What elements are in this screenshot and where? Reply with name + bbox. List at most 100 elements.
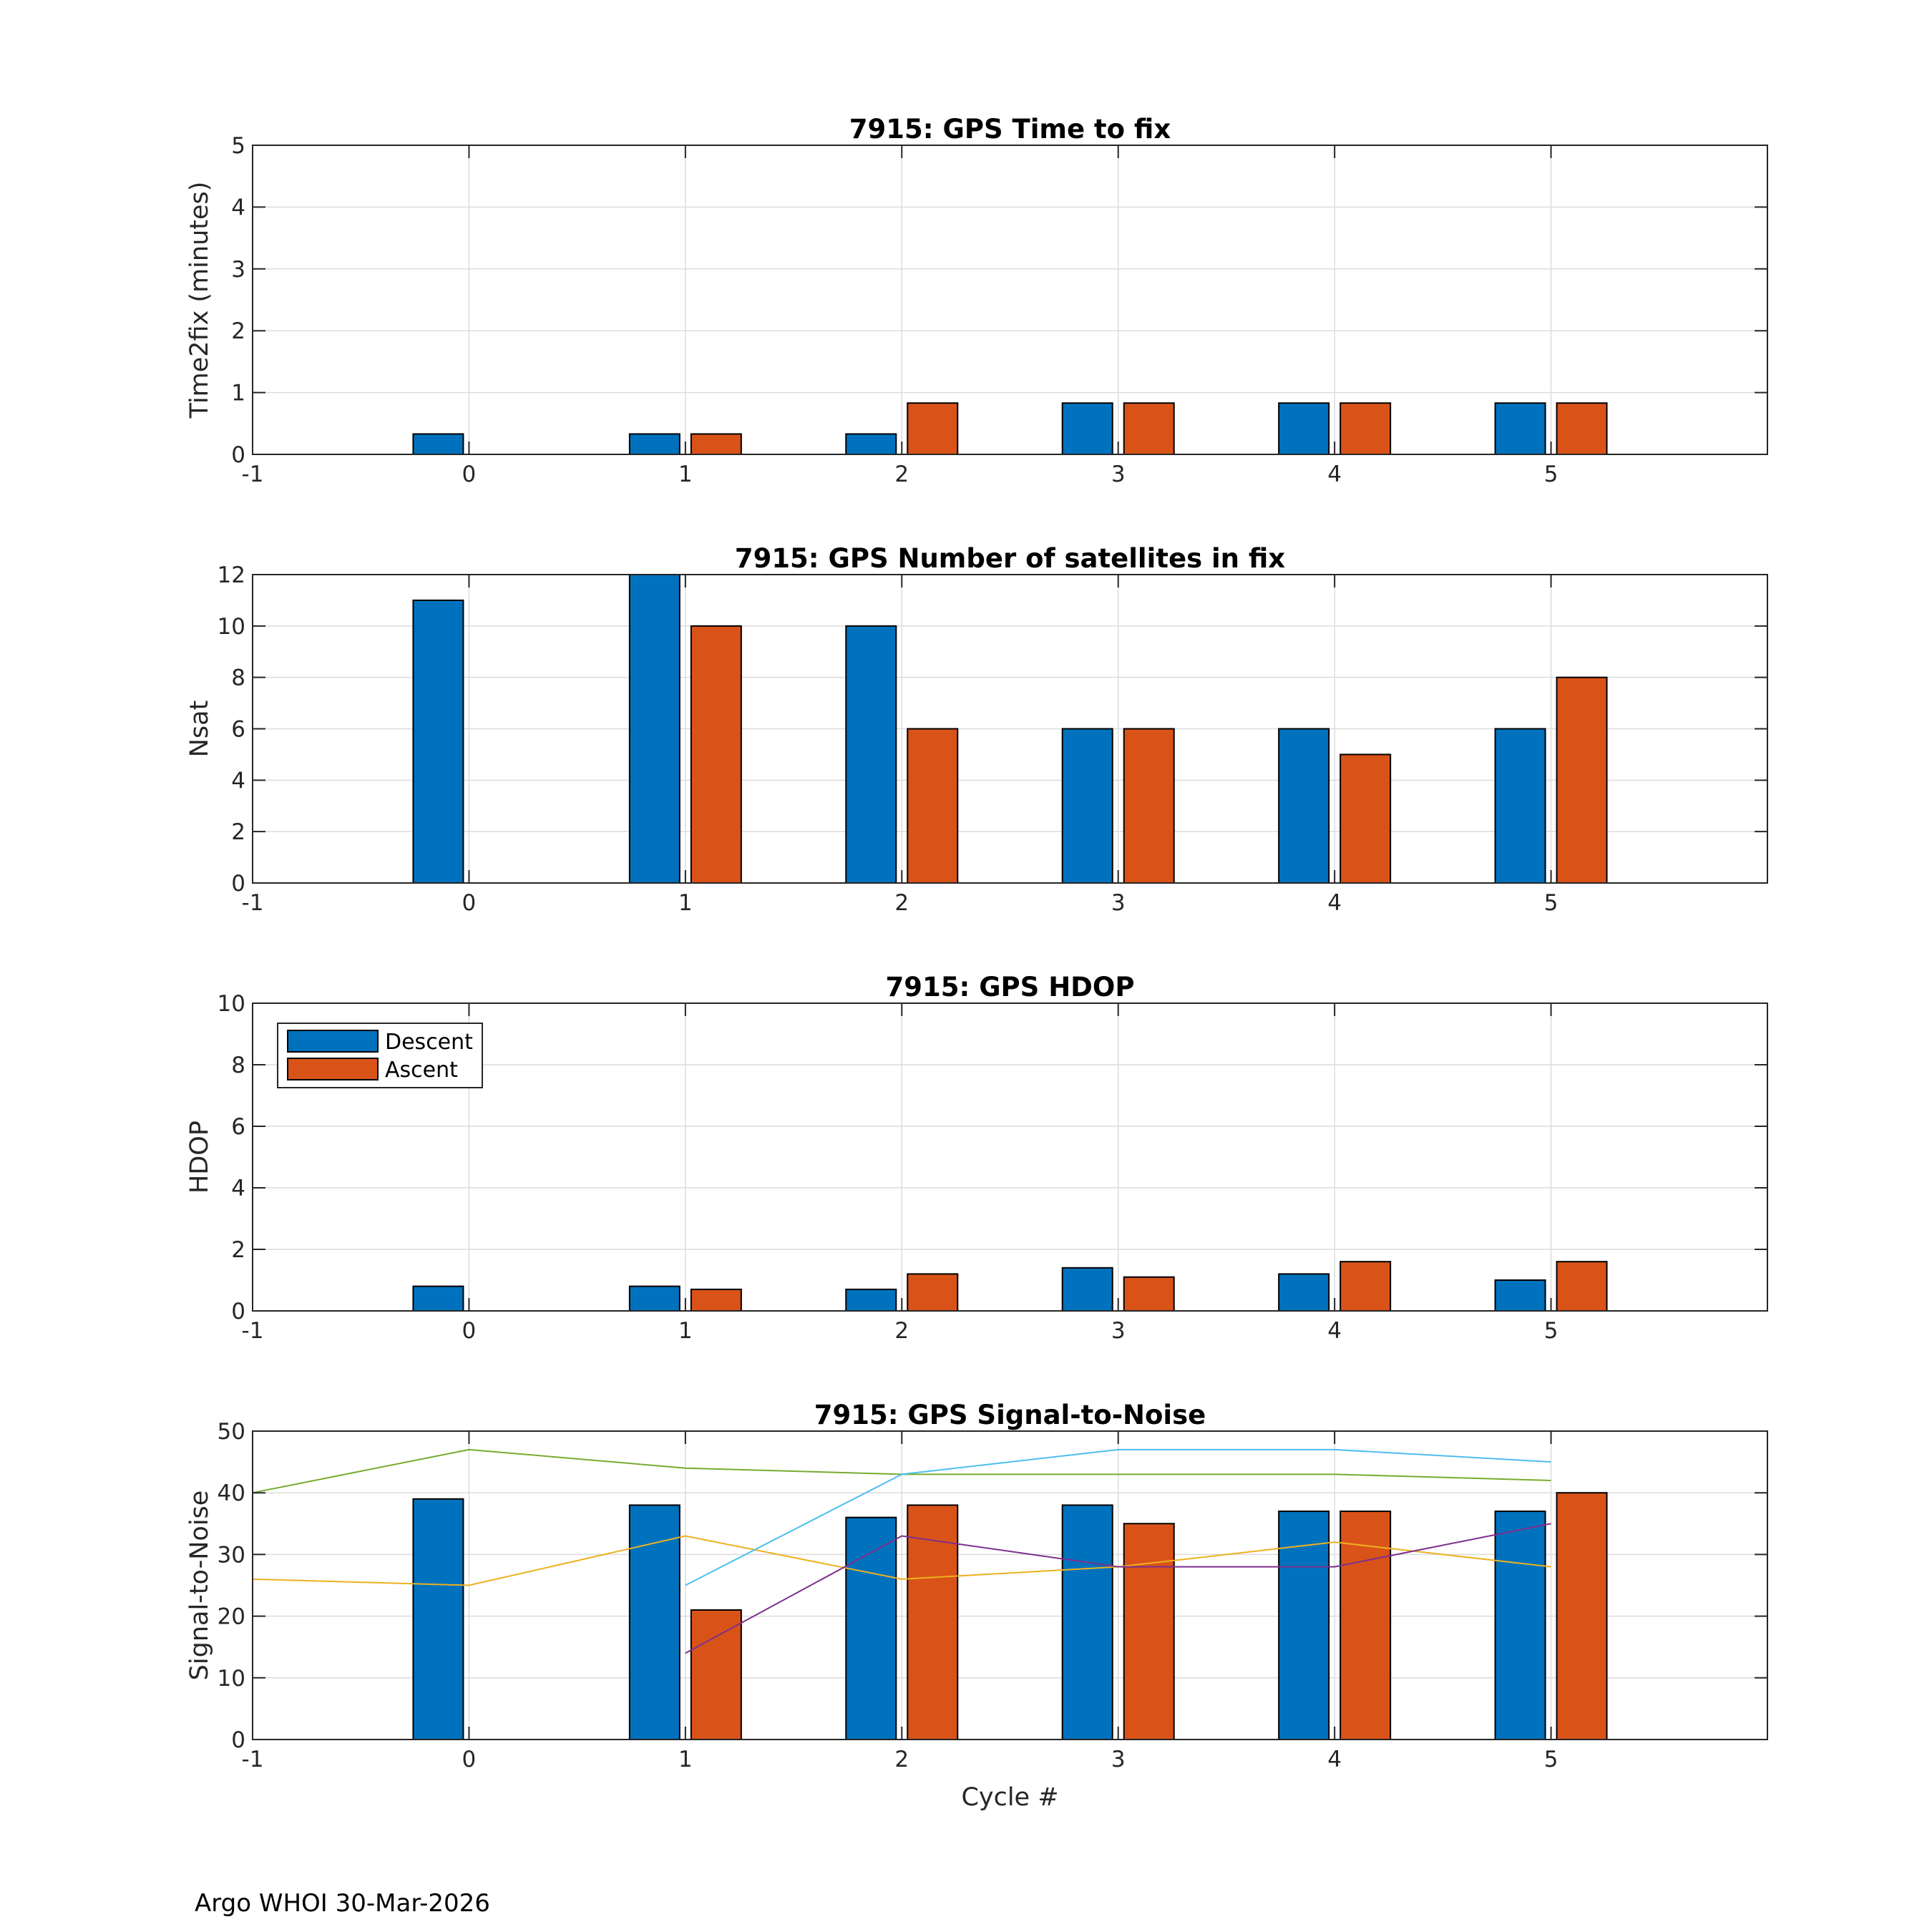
bar-descent-cycle-4 <box>1278 1511 1330 1741</box>
y-tick-label: 50 <box>218 1419 245 1445</box>
x-tick-label: 1 <box>678 890 693 916</box>
x-tick-label: 1 <box>678 462 693 487</box>
y-tick-label: 8 <box>231 665 245 691</box>
bar-descent-cycle-5 <box>1494 728 1546 884</box>
axes-box <box>252 145 1768 455</box>
bar-descent-cycle-4 <box>1278 728 1330 884</box>
x-tick-label: 5 <box>1544 462 1558 487</box>
x-tick-label: -1 <box>242 1318 264 1344</box>
bar-descent-cycle-2 <box>845 1288 897 1312</box>
y-tick-label: 4 <box>231 1176 245 1201</box>
legend-label-ascent: Ascent <box>385 1058 458 1083</box>
x-axis-label: Cycle # <box>961 1783 1058 1812</box>
bar-descent-cycle-0 <box>412 433 464 455</box>
x-tick-label: 3 <box>1111 1318 1126 1344</box>
chart-title: 7915: GPS Signal-to-Noise <box>814 1400 1206 1430</box>
x-tick-label: 4 <box>1327 1747 1342 1772</box>
bar-descent-cycle-1 <box>628 574 680 884</box>
y-tick-label: 0 <box>231 871 245 897</box>
x-tick-label: 1 <box>678 1318 693 1344</box>
bar-ascent-cycle-1 <box>690 1609 742 1740</box>
bar-descent-cycle-1 <box>628 1285 680 1312</box>
bar-ascent-cycle-4 <box>1340 402 1392 456</box>
y-tick-label: 2 <box>231 1237 245 1263</box>
x-tick-label: 3 <box>1111 1747 1126 1772</box>
y-axis-label: Signal-to-Noise <box>185 1491 214 1681</box>
bar-descent-cycle-3 <box>1061 1267 1113 1312</box>
y-tick-label: 30 <box>218 1542 245 1568</box>
y-axis-label: Nsat <box>185 701 214 758</box>
bar-descent-cycle-5 <box>1494 402 1546 456</box>
bar-descent-cycle-1 <box>628 433 680 455</box>
snr-line-3 <box>685 1448 1551 1586</box>
bar-ascent-cycle-5 <box>1556 676 1608 884</box>
bar-descent-cycle-2 <box>845 433 897 455</box>
y-tick-label: 0 <box>231 1727 245 1753</box>
x-tick-label: 0 <box>462 890 477 916</box>
y-tick-label: 1 <box>231 381 245 406</box>
y-tick-label: 10 <box>218 614 245 640</box>
axes-box <box>252 1430 1768 1740</box>
bar-ascent-cycle-2 <box>907 1273 959 1312</box>
x-tick-label: 1 <box>678 1747 693 1772</box>
axes-box <box>252 1002 1768 1312</box>
bar-descent-cycle-5 <box>1494 1279 1546 1312</box>
x-tick-label: -1 <box>242 1747 264 1772</box>
bar-descent-cycle-3 <box>1061 402 1113 456</box>
x-tick-label: 2 <box>894 1318 909 1344</box>
legend: Descent Ascent <box>277 1023 483 1088</box>
x-tick-label: -1 <box>242 890 264 916</box>
y-tick-label: 6 <box>231 717 245 743</box>
legend-swatch-descent <box>287 1030 379 1053</box>
y-tick-label: 6 <box>231 1114 245 1140</box>
y-axis-label: Time2fix (minutes) <box>185 182 214 419</box>
chart-title: 7915: GPS Number of satellites in fix <box>735 543 1285 574</box>
y-tick-label: 4 <box>231 195 245 220</box>
snr-line-4 <box>685 1523 1551 1654</box>
bar-ascent-cycle-3 <box>1123 1276 1175 1312</box>
x-tick-label: 0 <box>462 462 477 487</box>
bar-descent-cycle-4 <box>1278 402 1330 456</box>
chart-title: 7915: GPS Time to fix <box>849 114 1171 145</box>
x-tick-label: 5 <box>1544 1747 1558 1772</box>
footer-credit: Argo WHOI 30-Mar-2026 <box>195 1889 490 1918</box>
bar-ascent-cycle-5 <box>1556 1492 1608 1740</box>
x-tick-label: 3 <box>1111 462 1126 487</box>
bar-ascent-cycle-4 <box>1340 1511 1392 1741</box>
x-tick-label: 5 <box>1544 1318 1558 1344</box>
x-tick-label: 0 <box>462 1747 477 1772</box>
bar-descent-cycle-2 <box>845 1516 897 1740</box>
x-tick-label: 4 <box>1327 890 1342 916</box>
bar-descent-cycle-2 <box>845 625 897 884</box>
plot-area <box>253 1003 1767 1311</box>
bar-descent-cycle-4 <box>1278 1273 1330 1312</box>
x-tick-label: 4 <box>1327 1318 1342 1344</box>
bar-ascent-cycle-4 <box>1340 1261 1392 1312</box>
y-tick-label: 40 <box>218 1480 245 1506</box>
bar-descent-cycle-0 <box>412 1285 464 1312</box>
bar-ascent-cycle-3 <box>1123 1523 1175 1741</box>
y-tick-label: 0 <box>231 442 245 468</box>
bar-ascent-cycle-1 <box>690 625 742 884</box>
y-tick-label: 20 <box>218 1604 245 1630</box>
x-tick-label: 2 <box>894 462 909 487</box>
x-tick-label: 4 <box>1327 462 1342 487</box>
bar-descent-cycle-0 <box>412 599 464 884</box>
bar-descent-cycle-5 <box>1494 1511 1546 1741</box>
bar-ascent-cycle-5 <box>1556 1261 1608 1312</box>
bar-descent-cycle-1 <box>628 1504 680 1740</box>
bar-ascent-cycle-5 <box>1556 402 1608 456</box>
y-axis-label: HDOP <box>185 1121 214 1194</box>
x-tick-label: 2 <box>894 890 909 916</box>
legend-swatch-ascent <box>287 1058 379 1080</box>
y-tick-label: 3 <box>231 257 245 283</box>
x-tick-label: -1 <box>242 462 264 487</box>
y-tick-label: 10 <box>218 991 245 1017</box>
y-tick-label: 2 <box>231 318 245 344</box>
bar-ascent-cycle-2 <box>907 402 959 456</box>
